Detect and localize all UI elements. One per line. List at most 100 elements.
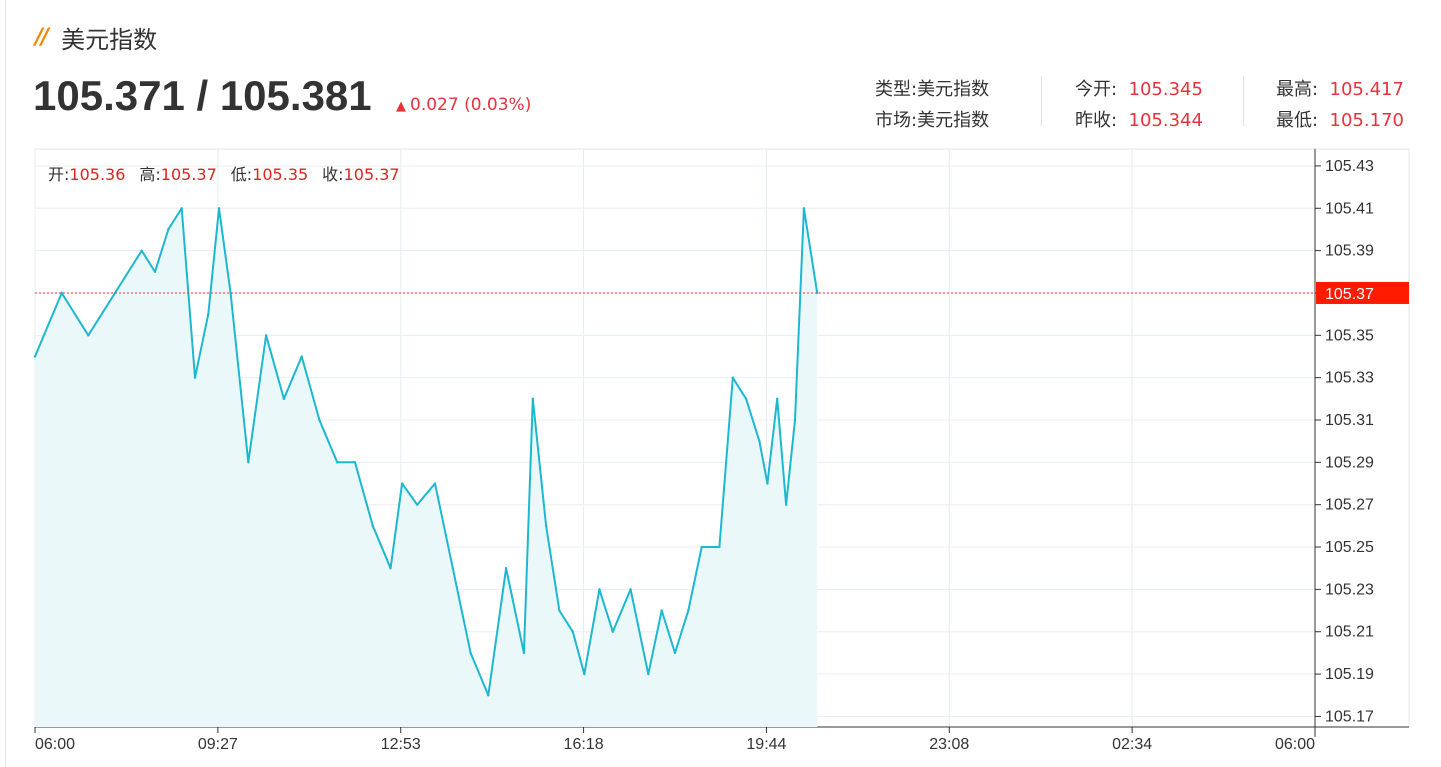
data-point — [217, 207, 221, 210]
data-point — [207, 312, 210, 316]
ohlc-high-label: 高: — [139, 165, 161, 184]
y-tick-label: 105.31 — [1325, 412, 1374, 429]
data-point — [660, 609, 663, 612]
info-open-label: 今开: — [1075, 79, 1118, 100]
price-change: ▲ 0.027 (0.03%) — [396, 95, 531, 115]
y-tick-label: 105.41 — [1325, 200, 1374, 217]
y-tick-label: 105.39 — [1325, 243, 1374, 260]
info-divider — [1041, 76, 1042, 126]
current-price: 105.371 / 105.381 — [33, 72, 372, 119]
info-market: 市场:美元指数 — [875, 106, 989, 132]
info-high-label: 最高: — [1276, 79, 1319, 100]
y-tick-label: 105.25 — [1325, 539, 1374, 556]
info-prev-close: 昨收: 105.344 — [1075, 106, 1203, 132]
info-market-label: 市场: — [875, 110, 918, 131]
current-value-badge — [1316, 281, 1409, 304]
y-tick-label: 105.43 — [1325, 158, 1374, 175]
data-point — [371, 524, 374, 528]
x-tick-label: 23:08 — [929, 736, 969, 753]
x-tick-label: 09:27 — [198, 736, 238, 753]
data-point — [87, 334, 90, 337]
info-high-value: 105.417 — [1329, 79, 1404, 100]
page-header: // 美元指数 — [35, 20, 157, 54]
data-point — [793, 418, 797, 422]
info-market-value: 美元指数 — [917, 110, 990, 131]
data-point — [433, 482, 437, 485]
data-point — [451, 567, 454, 570]
data-point — [611, 630, 614, 633]
data-point — [776, 397, 779, 401]
data-point — [522, 651, 526, 655]
arrow-up-icon: ▲ — [396, 99, 406, 114]
ohlc-low-value: 105.35 — [252, 165, 309, 184]
data-point — [816, 291, 819, 295]
ohlc-open-value: 105.36 — [69, 165, 126, 184]
info-low: 最低: 105.170 — [1276, 106, 1404, 132]
data-point — [583, 672, 586, 676]
y-tick-label: 105.21 — [1325, 624, 1374, 641]
data-point — [300, 355, 303, 358]
data-point — [400, 482, 404, 485]
current-value-label: 105.37 — [1325, 286, 1374, 303]
data-point — [318, 418, 321, 422]
info-high: 最高: 105.417 — [1276, 75, 1404, 101]
data-point — [264, 334, 268, 337]
data-point — [647, 672, 650, 676]
data-point — [531, 397, 534, 401]
data-point — [766, 482, 769, 485]
y-tick-label: 105.23 — [1325, 581, 1374, 598]
data-point — [629, 588, 632, 591]
data-point — [153, 270, 157, 273]
info-prev-close-label: 昨收: — [1075, 110, 1118, 131]
data-point — [718, 545, 721, 549]
info-type: 类型:美元指数 — [875, 75, 989, 101]
ohlc-low-label: 低: — [230, 165, 253, 184]
y-tick-label: 105.19 — [1325, 666, 1374, 683]
data-point — [229, 291, 232, 295]
data-point — [744, 397, 748, 401]
y-tick-label: 105.27 — [1325, 497, 1374, 514]
data-point — [416, 503, 419, 506]
data-point — [758, 439, 761, 443]
ohlc-close-value: 105.37 — [343, 165, 400, 184]
data-point — [700, 545, 703, 549]
data-point — [353, 461, 357, 464]
data-point — [140, 249, 143, 252]
data-point — [544, 524, 548, 528]
info-open-value: 105.345 — [1128, 79, 1203, 100]
data-point — [687, 609, 690, 612]
data-point — [731, 376, 734, 379]
x-tick-label: 06:00 — [1275, 736, 1315, 753]
data-point — [504, 567, 508, 570]
x-tick-label: 12:53 — [381, 736, 421, 753]
data-point — [673, 651, 677, 655]
x-tick-label: 16:18 — [564, 736, 604, 753]
info-divider — [1243, 76, 1244, 126]
data-point — [180, 207, 183, 210]
data-point — [193, 376, 197, 379]
page-title: 美元指数 — [61, 25, 158, 54]
data-point — [558, 609, 561, 612]
data-point — [389, 567, 392, 570]
left-frame-border — [5, 0, 6, 767]
data-point — [571, 630, 574, 633]
y-tick-label: 105.17 — [1325, 708, 1374, 725]
x-tick-label: 19:44 — [746, 736, 786, 753]
data-point — [487, 694, 490, 697]
series-line — [34, 207, 819, 697]
info-type-value: 美元指数 — [917, 79, 990, 100]
data-point — [167, 228, 170, 231]
info-open: 今开: 105.345 — [1075, 75, 1203, 101]
double-slash-icon: // — [35, 24, 49, 50]
data-point — [336, 461, 339, 464]
ohlc-open-label: 开: — [48, 165, 70, 184]
price-change-value: 0.027 (0.03%) — [410, 95, 532, 115]
y-tick-label: 105.35 — [1325, 327, 1374, 344]
ohlc-high-value: 105.37 — [160, 165, 217, 184]
data-point — [60, 291, 63, 295]
data-point — [282, 397, 286, 401]
x-tick-label: 02:34 — [1112, 736, 1152, 753]
data-point — [598, 588, 601, 591]
info-low-value: 105.170 — [1329, 110, 1404, 131]
